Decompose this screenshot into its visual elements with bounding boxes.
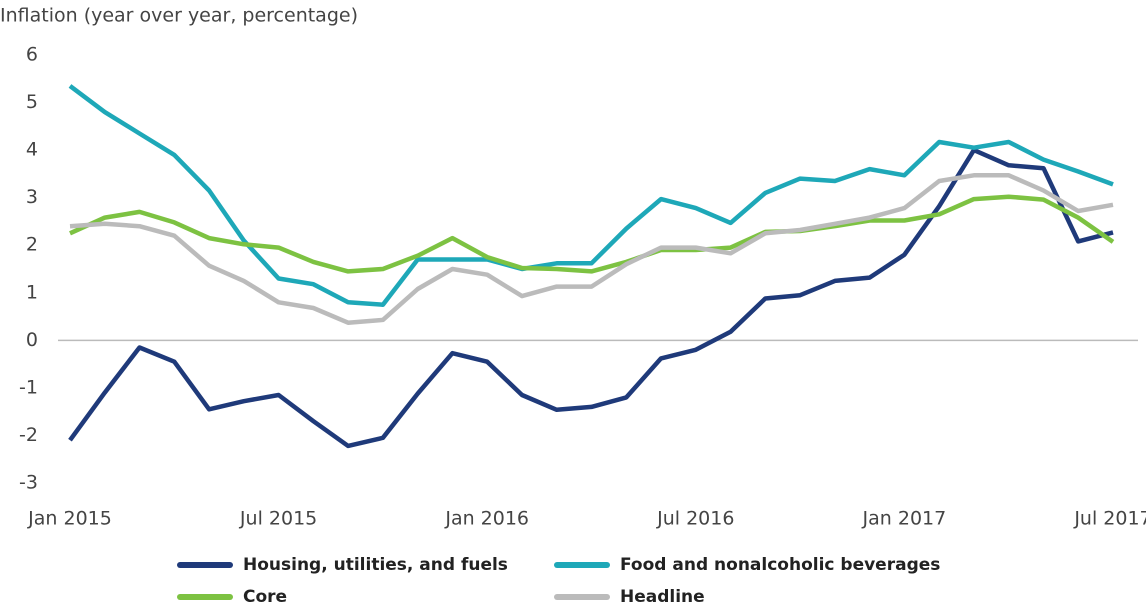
- x-tick-label: Jul 2015: [239, 508, 317, 530]
- legend-label: Headline: [620, 587, 705, 607]
- y-tick-label: 1: [26, 281, 38, 303]
- y-tick-label: 3: [26, 186, 38, 208]
- y-tick-label: -1: [19, 376, 38, 398]
- y-tick-label: 6: [26, 44, 38, 66]
- y-tick-label: 5: [26, 91, 38, 113]
- series-line: [69, 194, 1115, 274]
- x-tick-label: Jul 2017: [1073, 508, 1146, 530]
- legend-label: Housing, utilities, and fuels: [243, 555, 508, 575]
- y-tick-label: 0: [26, 329, 38, 351]
- legend-label: Food and nonalcoholic beverages: [620, 555, 940, 575]
- legend-label: Core: [243, 587, 287, 607]
- y-tick-label: 4: [26, 139, 38, 161]
- y-tick-label: -3: [19, 472, 38, 494]
- series-line: [69, 173, 1114, 325]
- chart-title: Inflation (year over year, percentage): [0, 5, 358, 27]
- x-tick-label: Jan 2016: [444, 508, 529, 530]
- x-tick-label: Jan 2017: [862, 508, 947, 530]
- series-line: [68, 84, 1114, 307]
- x-tick-label: Jul 2016: [656, 508, 734, 530]
- y-tick-label: 2: [26, 234, 38, 256]
- x-tick-label: Jan 2015: [27, 508, 112, 530]
- y-tick-label: -2: [19, 424, 38, 446]
- series-line: [68, 147, 1114, 449]
